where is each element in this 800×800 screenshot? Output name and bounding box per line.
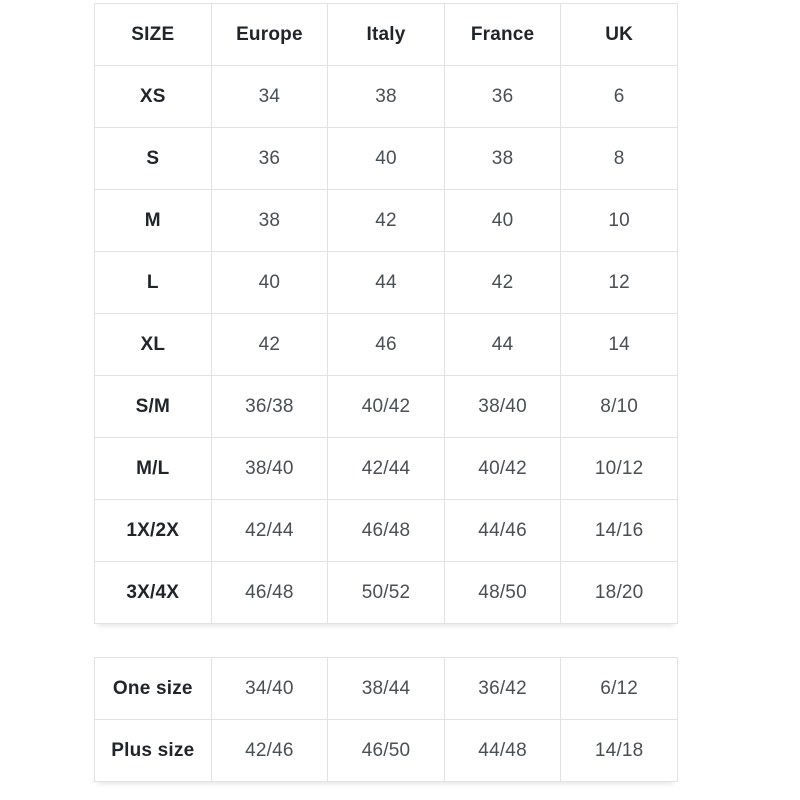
cell-sm-europe: 36/38 — [210, 375, 329, 438]
cell-xl-uk: 14 — [560, 313, 678, 376]
cell-xs-italy: 38 — [327, 65, 445, 128]
cell-xs-uk: 6 — [560, 65, 678, 128]
table-row-s: S 36 40 38 8 — [94, 127, 678, 190]
table-row-one-size: One size 34/40 38/44 36/42 6/12 — [94, 657, 678, 720]
cell-3x4x-france: 48/50 — [443, 561, 562, 624]
row-label-3x4x: 3X/4X — [94, 561, 212, 624]
column-header-france: France — [443, 3, 562, 66]
cell-l-uk: 12 — [560, 251, 678, 314]
cell-1x2x-uk: 14/16 — [560, 499, 678, 562]
cell-s-italy: 40 — [327, 127, 445, 190]
table-row-xs: XS 34 38 36 6 — [94, 65, 678, 128]
row-label-xl: XL — [94, 313, 212, 376]
size-conversion-table: SIZE Europe Italy France UK XS 34 38 36 … — [94, 3, 678, 624]
cell-onesize-europe: 34/40 — [210, 657, 329, 720]
cell-m-france: 40 — [443, 189, 562, 252]
table-row-3x4x: 3X/4X 46/48 50/52 48/50 18/20 — [94, 561, 678, 624]
cell-xl-europe: 42 — [210, 313, 329, 376]
row-label-s: S — [94, 127, 212, 190]
cell-plussize-france: 44/48 — [443, 719, 562, 782]
table-row-ml: M/L 38/40 42/44 40/42 10/12 — [94, 437, 678, 500]
cell-l-france: 42 — [443, 251, 562, 314]
cell-l-europe: 40 — [210, 251, 329, 314]
table-row-plus-size: Plus size 42/46 46/50 44/48 14/18 — [94, 719, 678, 782]
row-label-one-size: One size — [94, 657, 212, 720]
cell-sm-france: 38/40 — [443, 375, 562, 438]
table-row-l: L 40 44 42 12 — [94, 251, 678, 314]
special-sizes-table: One size 34/40 38/44 36/42 6/12 Plus siz… — [94, 657, 678, 782]
column-header-europe: Europe — [210, 3, 329, 66]
cell-xl-france: 44 — [443, 313, 562, 376]
cell-ml-france: 40/42 — [443, 437, 562, 500]
cell-s-uk: 8 — [560, 127, 678, 190]
cell-l-italy: 44 — [327, 251, 445, 314]
table-row-sm: S/M 36/38 40/42 38/40 8/10 — [94, 375, 678, 438]
cell-m-italy: 42 — [327, 189, 445, 252]
table-row-1x2x: 1X/2X 42/44 46/48 44/46 14/16 — [94, 499, 678, 562]
cell-onesize-france: 36/42 — [443, 657, 562, 720]
table-row-m: M 38 42 40 10 — [94, 189, 678, 252]
row-label-sm: S/M — [94, 375, 212, 438]
cell-ml-italy: 42/44 — [327, 437, 445, 500]
cell-plussize-italy: 46/50 — [327, 719, 445, 782]
cell-1x2x-italy: 46/48 — [327, 499, 445, 562]
row-label-plus-size: Plus size — [94, 719, 212, 782]
column-header-uk: UK — [560, 3, 678, 66]
row-label-1x2x: 1X/2X — [94, 499, 212, 562]
column-header-size: SIZE — [94, 3, 212, 66]
cell-xs-france: 36 — [443, 65, 562, 128]
header-row: SIZE Europe Italy France UK — [94, 3, 678, 66]
cell-s-france: 38 — [443, 127, 562, 190]
cell-xl-italy: 46 — [327, 313, 445, 376]
cell-onesize-uk: 6/12 — [560, 657, 678, 720]
cell-m-europe: 38 — [210, 189, 329, 252]
cell-sm-uk: 8/10 — [560, 375, 678, 438]
cell-xs-europe: 34 — [210, 65, 329, 128]
cell-onesize-italy: 38/44 — [327, 657, 445, 720]
cell-plussize-uk: 14/18 — [560, 719, 678, 782]
cell-ml-uk: 10/12 — [560, 437, 678, 500]
tables-container: SIZE Europe Italy France UK XS 34 38 36 … — [94, 3, 678, 782]
row-label-l: L — [94, 251, 212, 314]
cell-plussize-europe: 42/46 — [210, 719, 329, 782]
table-row-xl: XL 42 46 44 14 — [94, 313, 678, 376]
row-label-m: M — [94, 189, 212, 252]
cell-3x4x-uk: 18/20 — [560, 561, 678, 624]
cell-s-europe: 36 — [210, 127, 329, 190]
cell-ml-europe: 38/40 — [210, 437, 329, 500]
cell-sm-italy: 40/42 — [327, 375, 445, 438]
cell-1x2x-europe: 42/44 — [210, 499, 329, 562]
row-label-ml: M/L — [94, 437, 212, 500]
row-label-xs: XS — [94, 65, 212, 128]
cell-3x4x-europe: 46/48 — [210, 561, 329, 624]
cell-m-uk: 10 — [560, 189, 678, 252]
cell-3x4x-italy: 50/52 — [327, 561, 445, 624]
cell-1x2x-france: 44/46 — [443, 499, 562, 562]
column-header-italy: Italy — [327, 3, 445, 66]
